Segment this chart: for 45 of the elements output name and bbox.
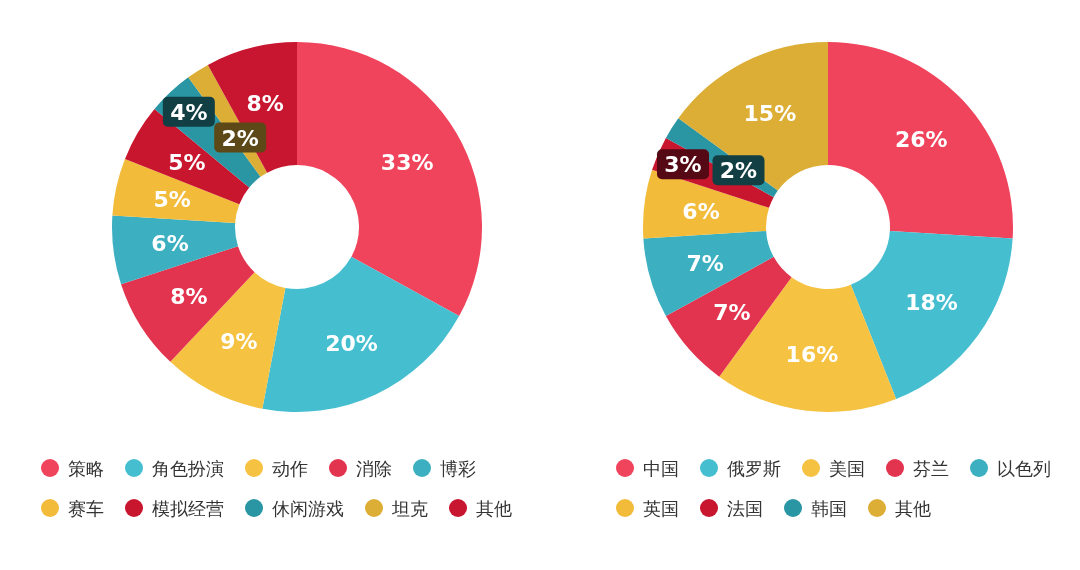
legend-label: 中国 bbox=[643, 458, 679, 479]
data-label: 20% bbox=[325, 330, 378, 356]
legend-label: 英国 bbox=[643, 498, 679, 519]
legend-label: 美国 bbox=[829, 458, 865, 479]
legend-label: 坦克 bbox=[391, 498, 428, 519]
data-label: 33% bbox=[380, 149, 434, 175]
legend-label: 俄罗斯 bbox=[727, 458, 781, 479]
legend-label: 芬兰 bbox=[913, 458, 949, 479]
legend-label: 博彩 bbox=[440, 458, 476, 479]
data-label: 7% bbox=[713, 299, 751, 325]
legend-label: 消除 bbox=[356, 458, 392, 479]
donut-slice bbox=[207, 42, 297, 173]
donut-slice bbox=[828, 42, 1013, 239]
data-label: 4% bbox=[170, 99, 208, 125]
data-label: 6% bbox=[682, 198, 720, 224]
legend-label: 韩国 bbox=[811, 498, 847, 519]
legend-label: 赛车 bbox=[68, 498, 104, 519]
donut-slice bbox=[850, 230, 1013, 400]
data-label: 7% bbox=[686, 250, 724, 276]
donut-slice bbox=[112, 215, 239, 285]
data-label: 2% bbox=[719, 158, 758, 184]
data-label: 6% bbox=[151, 231, 189, 257]
legend-label: 模拟经营 bbox=[152, 498, 224, 519]
legend-label: 策略 bbox=[68, 458, 104, 479]
legend-label: 其他 bbox=[895, 498, 931, 519]
legend-label: 其他 bbox=[476, 498, 512, 519]
donut-slice bbox=[262, 256, 460, 412]
donut-slice bbox=[170, 272, 286, 409]
data-label: 8% bbox=[246, 91, 284, 117]
data-label: 15% bbox=[743, 100, 797, 126]
donut-slice bbox=[297, 42, 482, 317]
data-label: 9% bbox=[220, 329, 258, 355]
legend-label: 休闲游戏 bbox=[272, 498, 344, 519]
data-label: 8% bbox=[170, 283, 208, 309]
data-label: 5% bbox=[168, 149, 206, 175]
data-label: 5% bbox=[153, 187, 191, 213]
legend-label: 法国 bbox=[727, 498, 763, 519]
data-label: 2% bbox=[221, 125, 259, 151]
data-label: 18% bbox=[905, 290, 958, 316]
legend-label: 动作 bbox=[272, 458, 308, 479]
legend-label: 角色扮演 bbox=[152, 458, 224, 479]
data-label: 3% bbox=[664, 152, 702, 178]
legend-label: 以色列 bbox=[997, 458, 1051, 479]
data-label: 16% bbox=[785, 341, 839, 367]
data-label: 26% bbox=[894, 127, 948, 153]
